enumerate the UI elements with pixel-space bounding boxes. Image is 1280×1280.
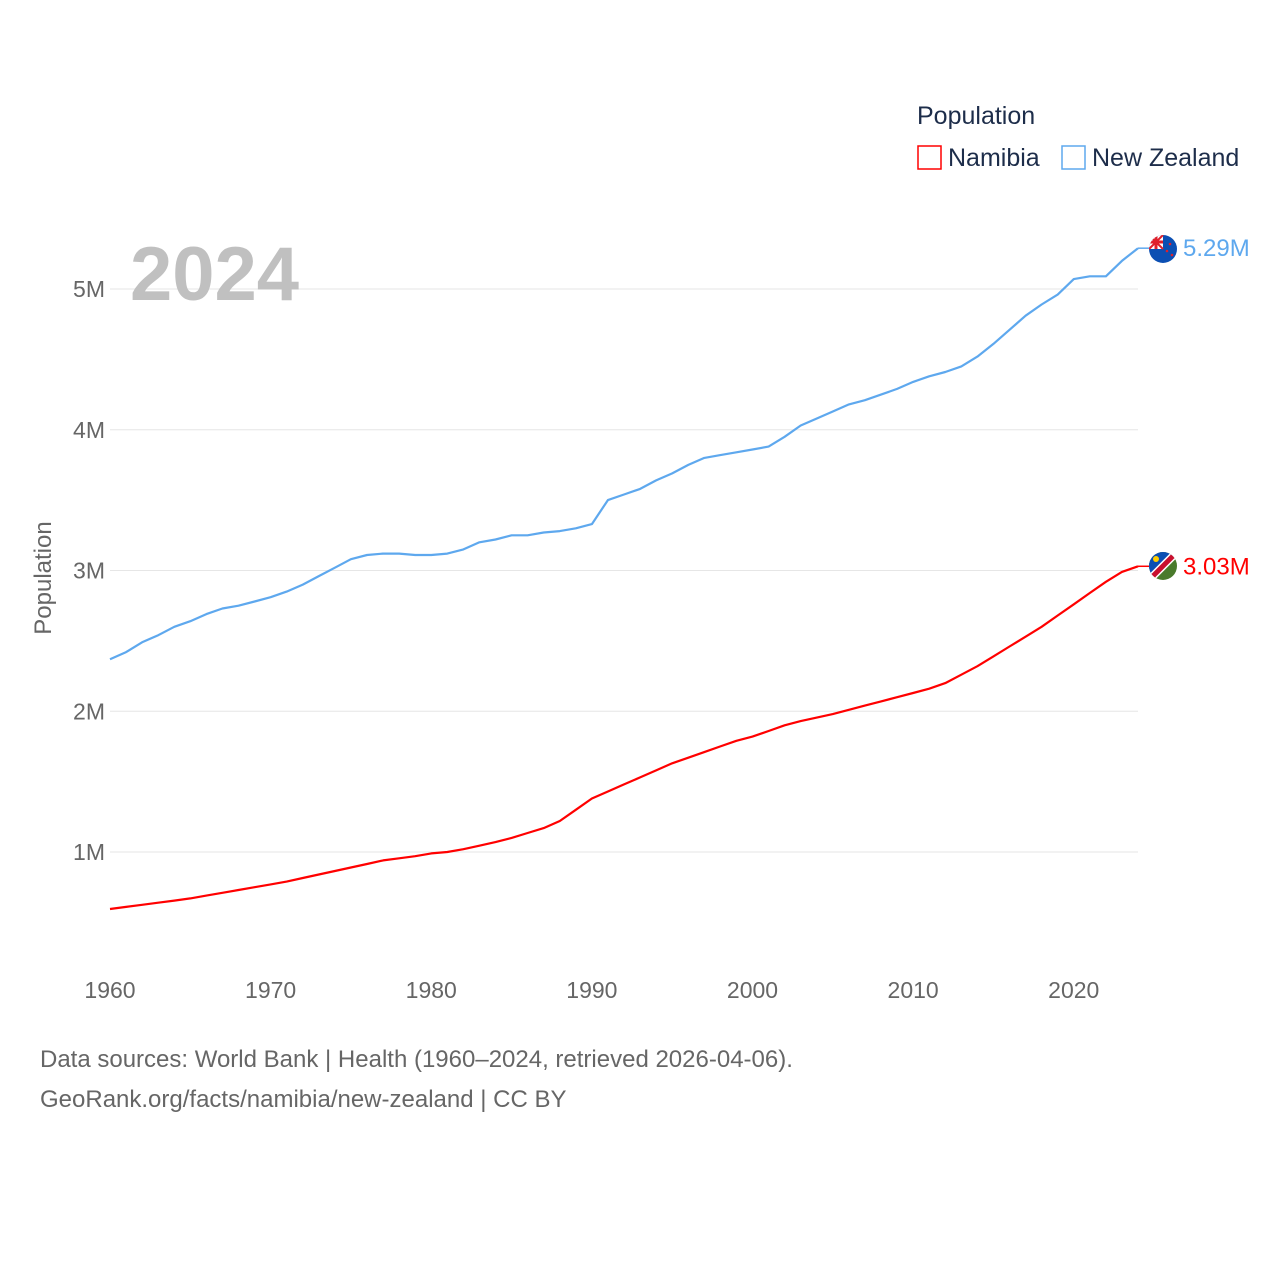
legend-swatch-new-zealand[interactable] — [1061, 145, 1086, 170]
legend-title: Population — [917, 102, 1035, 130]
legend-label-new-zealand[interactable]: New Zealand — [1092, 144, 1239, 172]
legend-label-namibia[interactable]: Namibia — [948, 144, 1040, 172]
legend-swatch-namibia[interactable] — [917, 145, 942, 170]
legend: Population Namibia New Zealand — [917, 102, 1239, 172]
y-tick-label: 3M — [73, 558, 105, 584]
year-label: 2024 — [130, 232, 299, 317]
x-tick-label: 1990 — [566, 977, 617, 1003]
y-tick-label: 1M — [73, 839, 105, 865]
y-tick-label: 5M — [73, 276, 105, 302]
x-tick-label: 1970 — [245, 977, 296, 1003]
footer-attribution-link[interactable]: GeoRank.org/facts/namibia/new-zealand | … — [40, 1086, 567, 1113]
end-value-label-new-zealand: 5.29M — [1183, 235, 1250, 262]
footer-sources: Data sources: World Bank | Health (1960–… — [40, 1046, 793, 1073]
end-value-label-namibia: 3.03M — [1183, 553, 1250, 580]
series-line-namibia[interactable] — [109, 565, 1139, 911]
x-tick-label: 1960 — [84, 977, 135, 1003]
x-tick-label: 1980 — [406, 977, 457, 1003]
x-tick-label: 2010 — [888, 977, 939, 1003]
x-tick-label: 2020 — [1048, 977, 1099, 1003]
x-tick-label: 2000 — [727, 977, 778, 1003]
new-zealand-flag-icon — [1149, 235, 1177, 263]
namibia-flag-icon — [1149, 552, 1177, 580]
y-tick-label: 4M — [73, 417, 105, 443]
series-line-new-zealand[interactable] — [109, 247, 1139, 661]
y-axis-label: Population — [30, 521, 57, 634]
y-tick-label: 2M — [73, 698, 105, 724]
